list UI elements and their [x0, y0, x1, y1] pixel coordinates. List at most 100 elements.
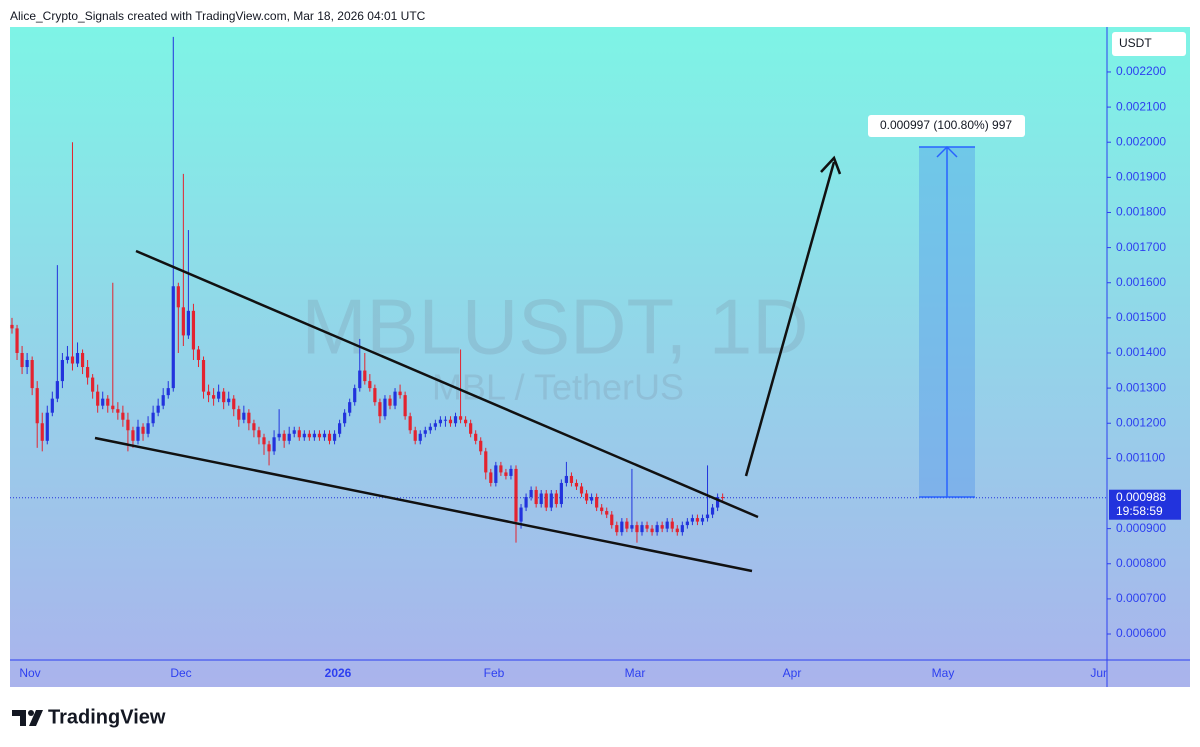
candle-body — [721, 497, 725, 499]
candle-body — [519, 507, 523, 522]
y-tick-label: 0.001200 — [1116, 415, 1166, 429]
projection-arrow — [744, 161, 836, 477]
candle-body — [35, 388, 39, 424]
y-tick-label: 0.001400 — [1116, 345, 1166, 359]
candle-body — [363, 370, 367, 382]
y-tick-label: 0.001900 — [1116, 170, 1166, 184]
candle-body — [257, 430, 261, 438]
y-tick-label: 0.002200 — [1116, 64, 1166, 78]
y-tick-label: 0.001700 — [1116, 240, 1166, 254]
candle-body — [141, 426, 145, 434]
candle-body — [146, 423, 150, 434]
candle-body — [50, 398, 54, 413]
candle-body — [80, 352, 85, 368]
candle-body — [564, 475, 568, 483]
candle-body — [544, 493, 548, 508]
candle-body — [111, 405, 115, 410]
candle-body — [15, 328, 19, 353]
candle-body — [655, 525, 659, 533]
candle-body — [615, 525, 619, 533]
candle-body — [227, 398, 231, 403]
y-tick-label: 0.002000 — [1116, 134, 1166, 148]
brand-logo — [12, 710, 43, 726]
candle-body — [413, 430, 417, 441]
candle-body — [574, 482, 579, 487]
candle-body — [630, 525, 634, 529]
axis-layer: 0.000600 0.000700 0.000800 0.000900 0.001100… — [19, 64, 1181, 680]
candle-body — [166, 388, 170, 396]
candle-body — [660, 525, 664, 529]
candle-body — [403, 395, 407, 417]
candle-body — [247, 412, 251, 424]
candle-body — [287, 433, 291, 441]
candle-body — [353, 388, 357, 403]
candle-body — [75, 352, 80, 364]
y-tick-label: 0.000900 — [1116, 521, 1166, 535]
candle-body — [25, 360, 29, 368]
candle-body — [186, 310, 190, 336]
grid-layer — [10, 71, 1111, 635]
projection-label: 0.000997 (100.80%) 997 — [880, 118, 1012, 132]
brand-name: TradingView — [48, 706, 166, 728]
candle-body — [181, 307, 185, 336]
y-tick-label: 0.001500 — [1116, 310, 1166, 324]
header-text: Alice_Crypto_Signals created with Tradin… — [10, 9, 426, 23]
candle-body — [665, 521, 669, 529]
candle-body — [514, 468, 518, 522]
candle-body — [151, 412, 155, 424]
candle-body — [448, 419, 453, 424]
candle-body — [469, 423, 473, 434]
candle-body — [579, 486, 584, 494]
candle-body — [670, 521, 674, 529]
candle-body — [267, 444, 271, 452]
candle-body — [277, 433, 281, 438]
projection-arrowhead — [936, 145, 958, 158]
candle-body — [610, 514, 614, 526]
candle-body — [625, 521, 629, 529]
candle-body — [343, 412, 347, 424]
candle-body — [600, 507, 604, 512]
candle-body — [453, 416, 458, 424]
candle-body — [383, 398, 387, 417]
candle-body — [590, 497, 594, 501]
candle-body — [91, 377, 95, 392]
candle-body — [534, 489, 538, 505]
candle-body — [121, 412, 125, 420]
y-tick-label: 0.001300 — [1116, 380, 1166, 394]
candle-body — [388, 398, 392, 406]
candle-body — [70, 356, 75, 364]
x-tick-label: Mar — [625, 666, 646, 680]
candle-body — [196, 349, 201, 361]
candle-body — [690, 518, 694, 522]
candle-body — [524, 497, 528, 508]
candle-body — [645, 525, 649, 529]
candle-body — [549, 493, 553, 508]
candle-body — [373, 388, 377, 403]
candle-body — [433, 423, 437, 427]
candle-body — [438, 419, 442, 424]
y-tick-label: 0.001800 — [1116, 205, 1166, 219]
y-tick-label: 0.001600 — [1116, 275, 1166, 289]
candle-body — [20, 352, 24, 368]
last-price-label: 0.000988 — [1116, 490, 1166, 504]
candle-body — [700, 518, 705, 522]
candle-body — [10, 324, 14, 329]
candle-body — [282, 433, 286, 441]
candle-body — [307, 433, 311, 438]
candle-body — [212, 395, 216, 399]
candle-body — [297, 430, 301, 438]
candle-body — [322, 433, 327, 438]
candle-body — [504, 472, 508, 476]
candle-body — [242, 412, 246, 420]
candle-body — [302, 433, 306, 438]
candle-body — [358, 370, 362, 389]
candle-body — [368, 381, 372, 389]
candle-body — [640, 525, 644, 533]
trendline-upper — [135, 249, 759, 519]
candle-body — [232, 398, 236, 410]
candle-body — [569, 475, 574, 483]
candle-body — [217, 391, 221, 399]
candle-body — [86, 367, 90, 378]
candle-body — [710, 507, 715, 515]
